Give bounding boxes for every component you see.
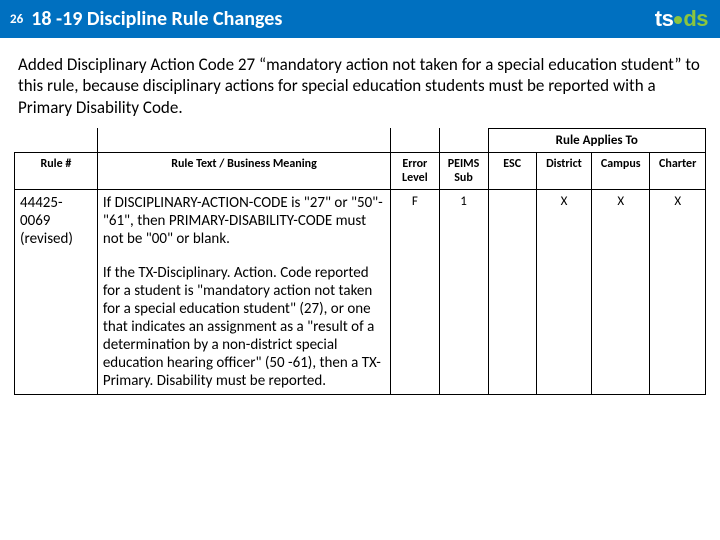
cell-error-level: F (391, 189, 439, 394)
col-peims-sub: PEIMS Sub (439, 152, 488, 189)
logo-ds: ds (683, 6, 708, 32)
cell-peims-sub: 1 (439, 189, 488, 394)
rules-table: Rule Applies To Rule # Rule Text / Busin… (14, 128, 706, 395)
header-bar: 26 18 -19 Discipline Rule Changes tsds (0, 0, 720, 38)
cell-district: X (536, 189, 591, 394)
col-charter: Charter (650, 152, 706, 189)
rule-applies-header: Rule Applies To (488, 128, 705, 152)
col-campus: Campus (592, 152, 650, 189)
cell-rule-text-1: If DISCIPLINARY-ACTION-CODE is "27" or "… (97, 189, 390, 252)
blank-header-1 (15, 128, 98, 152)
col-error-level: Error Level (391, 152, 439, 189)
col-district: District (536, 152, 591, 189)
tsds-logo: tsds (655, 6, 708, 32)
cell-campus: X (592, 189, 650, 394)
slide-number: 26 (10, 12, 23, 27)
col-esc: ESC (488, 152, 536, 189)
cell-esc (488, 189, 536, 394)
blank-header-2 (97, 128, 390, 152)
col-rule-text: Rule Text / Business Meaning (97, 152, 390, 189)
logo-dot-icon (674, 16, 682, 24)
cell-rule-num: 44425-0069 (revised) (15, 189, 98, 394)
intro-paragraph: Added Disciplinary Action Code 27 “manda… (0, 38, 720, 128)
logo-ts: ts (655, 6, 674, 32)
table-row: 44425-0069 (revised) If DISCIPLINARY-ACT… (15, 189, 706, 252)
header-title: 18 -19 Discipline Rule Changes (31, 7, 282, 31)
col-rule-num: Rule # (15, 152, 98, 189)
cell-charter: X (650, 189, 706, 394)
blank-header-3 (391, 128, 439, 152)
cell-rule-text-2: If the TX-Disciplinary. Action. Code rep… (97, 252, 390, 395)
blank-header-4 (439, 128, 488, 152)
rules-table-wrap: Rule Applies To Rule # Rule Text / Busin… (0, 128, 720, 395)
